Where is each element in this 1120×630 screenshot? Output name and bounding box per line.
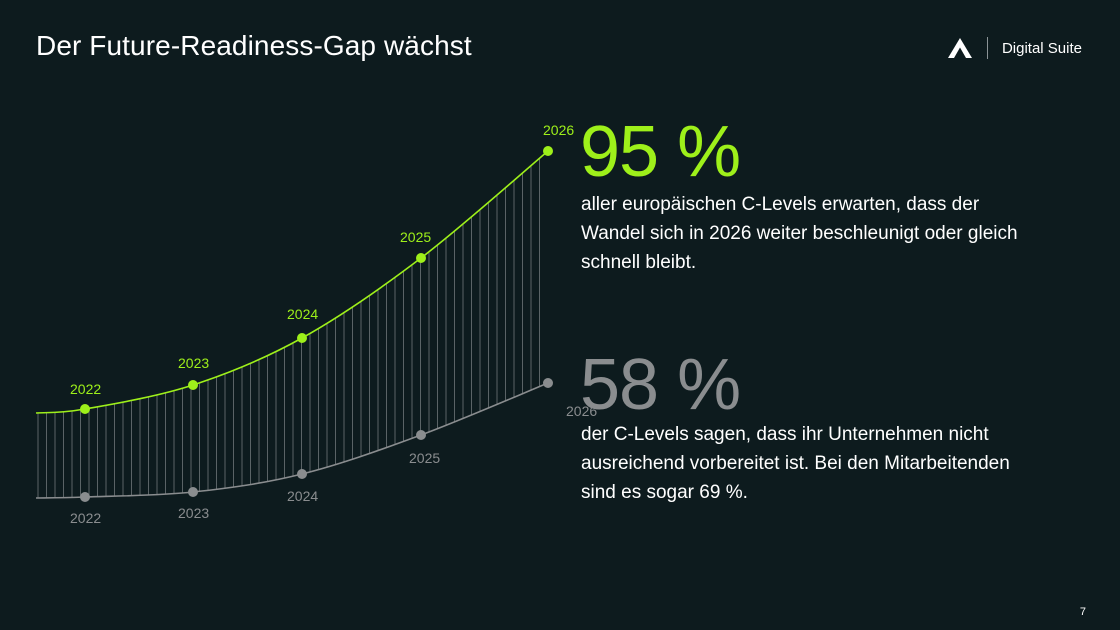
tick-label-c-level-2025: 2025	[400, 229, 431, 245]
tick-label-c-level-2022: 2022	[70, 381, 101, 397]
tick-label-readiness-2024: 2024	[287, 488, 318, 504]
stat-value-95: 95 %	[580, 112, 741, 192]
point-readiness-2026	[543, 378, 553, 388]
point-c-level-2024	[297, 333, 307, 343]
point-c-level-2025	[416, 253, 426, 263]
stat-text-58: der C-Levels sagen, dass ihr Unternehmen…	[581, 424, 1010, 503]
triangle-logo-icon	[947, 38, 972, 58]
point-c-level-2026	[543, 146, 553, 156]
brand-name: Digital Suite	[1001, 39, 1082, 57]
tick-label-readiness-2022: 2022	[70, 510, 101, 526]
point-readiness-2022	[80, 492, 90, 502]
brand-divider	[986, 37, 988, 59]
gap-hatch-lines	[37, 158, 540, 498]
tick-label-readiness-2025: 2025	[409, 450, 440, 466]
tick-label-readiness-2023: 2023	[178, 505, 209, 521]
tick-label-c-level-2026: 2026	[543, 122, 574, 138]
page-title: Der Future-Readiness-Gap wächst	[36, 30, 472, 61]
tick-label-readiness-2026: 2026	[566, 403, 597, 419]
tick-label-c-level-2024: 2024	[287, 306, 318, 322]
stat-text-95: aller europäischen C-Levels erwarten, da…	[581, 194, 1018, 273]
point-readiness-2025	[416, 430, 426, 440]
point-c-level-2022	[80, 404, 90, 414]
stat-value-58: 58 %	[580, 345, 741, 425]
point-readiness-2023	[188, 487, 198, 497]
page-number: 7	[1079, 606, 1086, 618]
tick-label-c-level-2023: 2023	[178, 355, 209, 371]
point-readiness-2024	[297, 469, 307, 479]
brand: Digital Suite	[947, 36, 1082, 60]
point-c-level-2023	[188, 380, 198, 390]
